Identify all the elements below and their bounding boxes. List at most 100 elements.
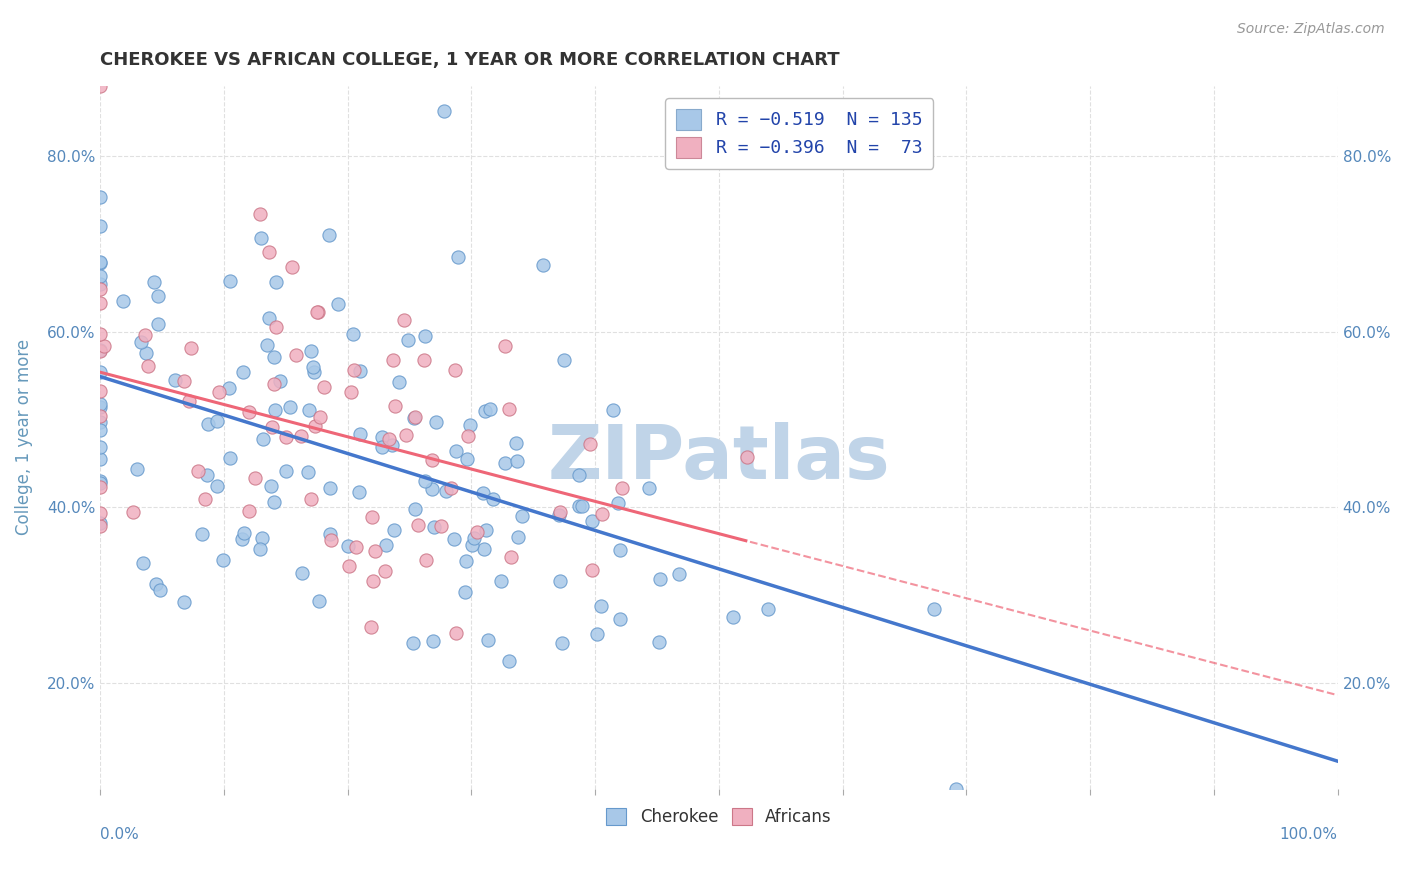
Point [457, 428, 479, 442]
Point [218, 381, 240, 395]
Point [637, 481, 659, 495]
Point [252, 432, 274, 446]
Point [404, 409, 426, 424]
Point [735, 450, 758, 465]
Point [276, 464, 298, 478]
Point [471, 486, 494, 500]
Text: 0.0%: 0.0% [100, 827, 139, 842]
Point [420, 482, 443, 496]
Point [305, 305, 328, 319]
Point [758, 602, 780, 616]
Point [388, 376, 411, 390]
Point [609, 543, 631, 558]
Point [945, 781, 967, 796]
Point [548, 508, 571, 522]
Point [134, 328, 156, 343]
Point [360, 619, 382, 633]
Point [250, 231, 273, 245]
Point [494, 457, 516, 471]
Point [465, 525, 488, 540]
Point [381, 352, 404, 367]
Point [281, 260, 304, 274]
Point [498, 402, 520, 417]
Point [89, 400, 111, 414]
Point [89, 327, 111, 342]
Point [344, 540, 367, 554]
Point [257, 245, 280, 260]
Point [491, 574, 513, 589]
Point [143, 275, 166, 289]
Point [205, 479, 228, 493]
Point [342, 363, 364, 377]
Point [260, 478, 283, 492]
Point [297, 466, 319, 480]
Point [434, 484, 457, 499]
Point [197, 417, 219, 431]
Point [337, 559, 360, 574]
Point [257, 311, 280, 326]
Point [499, 549, 522, 564]
Point [89, 474, 111, 488]
Point [423, 520, 446, 534]
Point [299, 492, 322, 507]
Point [326, 297, 349, 311]
Point [243, 471, 266, 485]
Point [291, 566, 314, 580]
Y-axis label: College, 1 year or more: College, 1 year or more [15, 339, 32, 535]
Point [463, 531, 485, 545]
Point [581, 515, 603, 529]
Point [648, 635, 671, 649]
Point [581, 563, 603, 577]
Point [309, 409, 332, 424]
Point [404, 502, 426, 516]
Point [89, 506, 111, 520]
Point [89, 480, 111, 494]
Point [498, 654, 520, 668]
Point [472, 541, 495, 556]
Point [187, 465, 209, 479]
Point [89, 518, 111, 533]
Point [413, 328, 436, 343]
Point [440, 481, 463, 495]
Point [308, 594, 330, 608]
Point [415, 553, 437, 567]
Point [506, 454, 529, 468]
Point [446, 444, 468, 458]
Point [249, 207, 271, 221]
Point [249, 541, 271, 556]
Point [922, 602, 945, 616]
Point [548, 506, 571, 520]
Point [149, 582, 172, 597]
Point [347, 485, 370, 500]
Point [89, 409, 111, 423]
Point [585, 627, 607, 641]
Point [392, 312, 415, 326]
Point [177, 394, 200, 409]
Point [173, 595, 195, 609]
Point [361, 574, 384, 589]
Point [420, 452, 443, 467]
Point [505, 436, 527, 450]
Point [508, 530, 530, 544]
Point [721, 610, 744, 624]
Point [609, 612, 631, 626]
Point [132, 557, 155, 571]
Point [163, 373, 186, 387]
Point [478, 402, 501, 417]
Point [568, 467, 591, 482]
Point [219, 274, 242, 288]
Point [127, 462, 149, 476]
Point [378, 432, 401, 446]
Point [318, 481, 340, 495]
Point [89, 190, 111, 204]
Point [413, 474, 436, 488]
Point [89, 219, 111, 234]
Point [396, 333, 419, 347]
Text: ZIPatlas: ZIPatlas [547, 422, 890, 495]
Point [278, 400, 301, 414]
Point [89, 283, 111, 297]
Point [364, 544, 387, 558]
Point [89, 78, 111, 93]
Point [93, 339, 115, 353]
Point [233, 526, 256, 541]
